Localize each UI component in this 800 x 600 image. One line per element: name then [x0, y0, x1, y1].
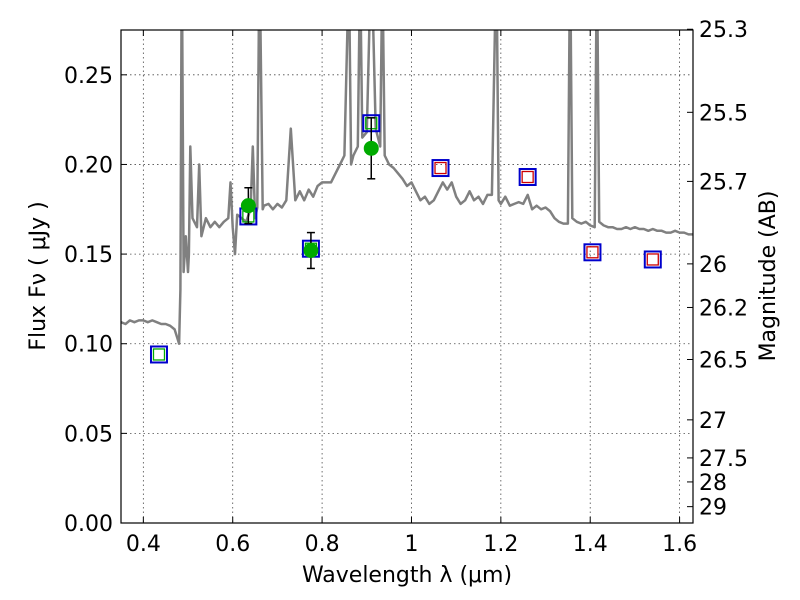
right-tick-label: 25.5 [699, 101, 748, 126]
model-flux-inner-box [586, 246, 599, 259]
right-tick-label: 26.2 [699, 296, 748, 321]
model-flux-box [518, 168, 537, 187]
right-tick-label: 26.5 [699, 349, 748, 374]
right-tick-label: 25.3 [699, 18, 748, 43]
right-axis-label: Magnitude (AB) [756, 191, 781, 362]
plot-frame [120, 29, 694, 524]
y-tick-label: 0.20 [64, 153, 113, 178]
right-tick-label: 26 [699, 253, 727, 278]
model-flux-inner-box [521, 170, 534, 184]
model-flux-box [583, 243, 602, 262]
x-tick-label: 1.4 [573, 532, 608, 557]
grid-lines [121, 30, 693, 524]
observed-flux-point [303, 243, 319, 259]
y-tick-label: 0.00 [64, 512, 113, 537]
right-tick-label: 25.7 [699, 170, 748, 195]
right-tick-label: 28 [699, 471, 727, 496]
model-flux-inner-box [434, 161, 447, 175]
x-axis-ticks: 0.4 0.6 0.8 1 1.2 1.4 1.6 [126, 30, 697, 557]
model-flux-inner-box [152, 348, 166, 361]
y-tick-label: 0.25 [64, 64, 113, 89]
x-tick-label: 0.8 [305, 532, 340, 557]
y-tick-label: 0.15 [64, 243, 113, 268]
right-tick-label: 27 [699, 409, 727, 434]
model-flux-box [431, 159, 450, 178]
x-tick-label: 1.6 [662, 532, 697, 557]
x-tick-label: 1 [404, 532, 418, 557]
model-flux-inner-box [646, 253, 659, 266]
y-tick-label: 0.10 [64, 333, 113, 358]
x-axis-label: Wavelength λ (μm) [302, 563, 512, 588]
model-flux-box [149, 345, 168, 364]
right-tick-label: 27.5 [699, 447, 748, 472]
plot-background [121, 30, 693, 523]
observed-flux-point [363, 140, 379, 156]
y-axis-label: Flux Fν ( μJy ) [26, 201, 51, 350]
y-axis-ticks: 0.00 0.05 0.10 0.15 0.20 0.25 [64, 64, 127, 537]
model-spectrum-line [121, 30, 693, 345]
x-tick-label: 0.6 [215, 532, 250, 557]
right-tick-label: 29 [699, 496, 727, 521]
data-markers [149, 114, 662, 364]
x-tick-label: 1.2 [483, 532, 518, 557]
observed-flux-point [240, 198, 256, 214]
model-flux-box [643, 250, 662, 269]
x-tick-label: 0.4 [126, 532, 161, 557]
y-tick-label: 0.05 [64, 422, 113, 447]
